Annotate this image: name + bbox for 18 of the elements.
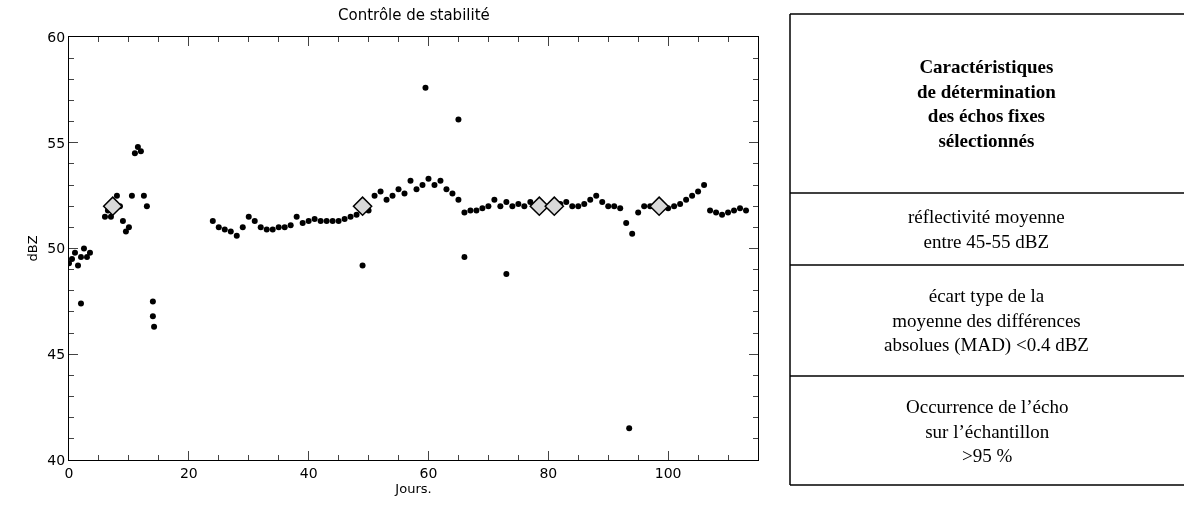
x-tick-label: 40	[299, 464, 318, 481]
y-tick-label: 40	[47, 451, 66, 468]
y-tick-label: 60	[47, 28, 66, 45]
x-tick-label: 80	[539, 464, 558, 481]
x-tick-label: 20	[179, 464, 198, 481]
text: Occurrence de l’écho sur l’échantillon >95 %	[906, 396, 1069, 467]
y-tick-label: 45	[47, 346, 66, 363]
x-tick-label: 100	[654, 464, 682, 481]
text: réflectivité moyenne entre 45-55 dBZ	[908, 206, 1065, 252]
x-tick-label: 0	[64, 464, 74, 481]
text: écart type de la moyenne des différences absolues (MAD) <0.4 dBZ	[884, 285, 1089, 357]
y-tick-label: 55	[47, 134, 66, 151]
y-tick-label: 50	[47, 240, 66, 257]
y-axis-title: dBZ	[25, 235, 41, 262]
chart-title: Contrôle de stabilité	[338, 6, 490, 24]
text: Caractéristiques de détermination des échos fixes sélectionnés	[917, 56, 1057, 152]
x-axis-title: Jours.	[394, 481, 432, 497]
x-tick-label: 60	[419, 464, 438, 481]
